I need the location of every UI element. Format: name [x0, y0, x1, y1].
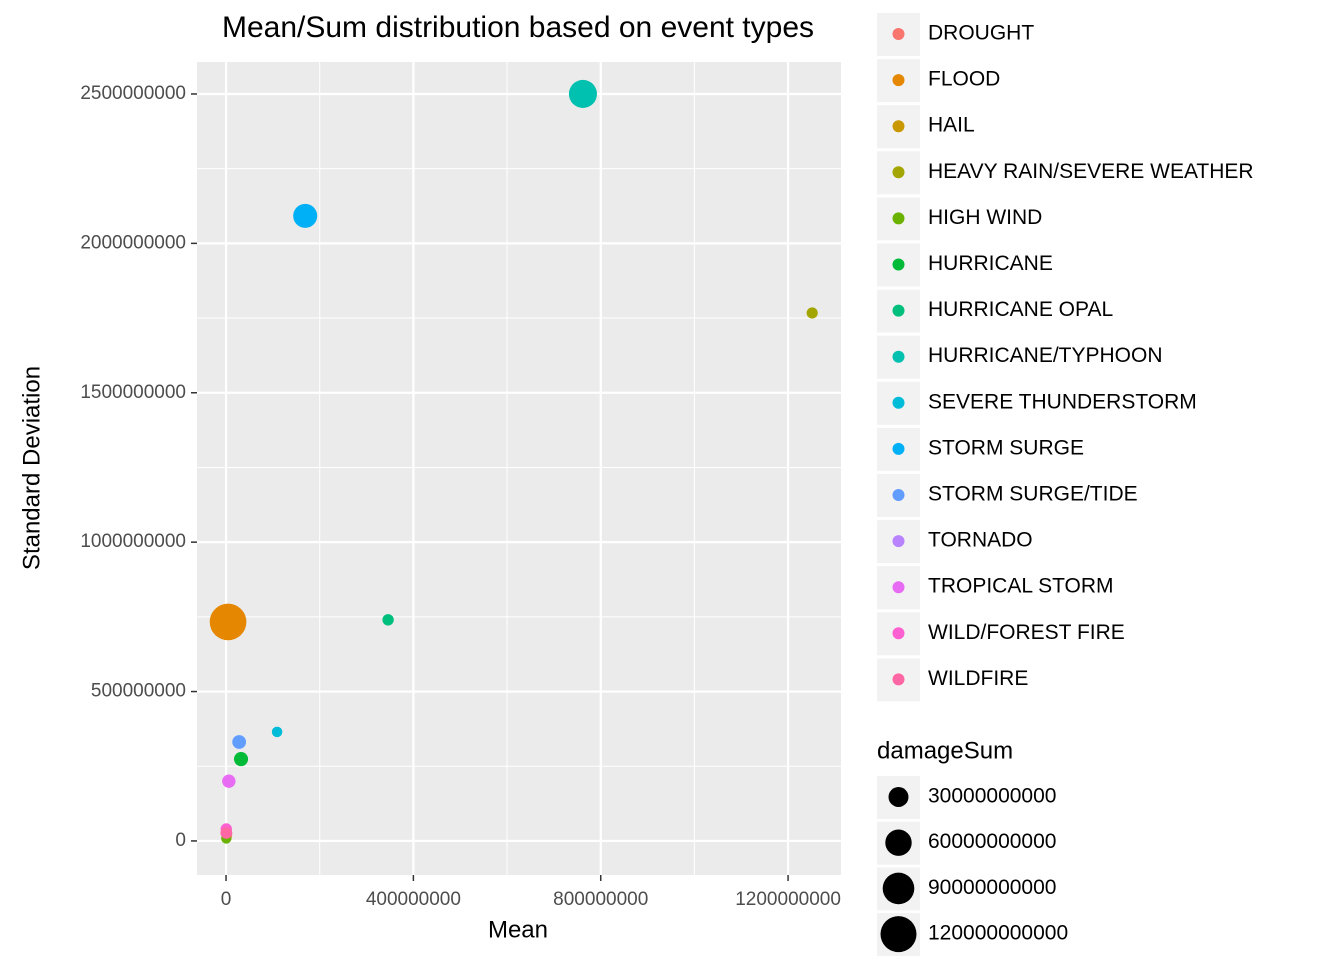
legend-swatch	[892, 581, 905, 594]
point	[806, 307, 818, 319]
legend-label: TORNADO	[928, 529, 1033, 552]
legend-swatch	[892, 120, 905, 133]
size-swatch	[885, 829, 912, 856]
panel	[197, 62, 841, 875]
legend-label: HEAVY RAIN/SEVERE WEATHER	[928, 160, 1254, 183]
y-tick-label: 2000000000	[80, 232, 186, 253]
x-tick-label: 800000000	[553, 889, 648, 910]
y-tick-label: 0	[175, 830, 186, 851]
legend-swatch	[892, 258, 905, 271]
point	[222, 774, 236, 788]
y-tick-label: 1500000000	[80, 382, 186, 403]
x-axis-label: Mean	[488, 916, 548, 943]
legend-label: HURRICANE	[928, 252, 1053, 275]
legend-label: 120000000000	[928, 922, 1068, 945]
legend-label: DROUGHT	[928, 22, 1034, 45]
legend-label: 60000000000	[928, 830, 1056, 853]
legend-label: 30000000000	[928, 785, 1056, 808]
legend-label: HAIL	[928, 114, 975, 137]
legend-swatch	[892, 673, 905, 686]
legend-label: TROPICAL STORM	[928, 575, 1114, 598]
x-tick-label: 0	[221, 889, 232, 910]
legend-swatch	[892, 304, 905, 317]
legend-label: STORM SURGE	[928, 436, 1084, 459]
point	[209, 603, 247, 641]
legend-swatch	[892, 535, 905, 548]
x-tick-label: 1200000000	[735, 889, 841, 910]
point	[232, 735, 247, 749]
point	[220, 826, 233, 839]
legend-swatch	[892, 396, 905, 409]
legend-swatch	[892, 489, 905, 501]
legend-swatch	[892, 212, 905, 225]
point	[293, 203, 318, 228]
y-axis-label: Standard Deviation	[18, 366, 45, 570]
chart-title: Mean/Sum distribution based on event typ…	[222, 11, 814, 44]
legend-swatch	[892, 627, 905, 640]
size-swatch	[880, 916, 917, 953]
legend-swatch	[892, 350, 905, 363]
size-swatch	[888, 787, 909, 807]
point	[382, 614, 394, 626]
y-tick-label: 1000000000	[80, 531, 186, 552]
legend-label: FLOOD	[928, 68, 1000, 91]
legend-swatch	[892, 166, 905, 179]
point	[233, 752, 249, 767]
legend-label: WILDFIRE	[928, 667, 1028, 690]
point	[271, 726, 283, 738]
legend-swatch	[892, 74, 905, 87]
size-legend-title: damageSum	[877, 737, 1013, 764]
legend-label: SEVERE THUNDERSTORM	[928, 390, 1197, 413]
legend-label: HURRICANE/TYPHOON	[928, 344, 1163, 367]
legend-label: HIGH WIND	[928, 206, 1042, 229]
legend-label: STORM SURGE/TIDE	[928, 483, 1138, 506]
legend-label: HURRICANE OPAL	[928, 298, 1113, 321]
legend-swatch	[892, 442, 905, 455]
legend-label: 90000000000	[928, 876, 1056, 899]
y-tick-label: 500000000	[91, 681, 186, 702]
legend-label: WILD/FOREST FIRE	[928, 621, 1125, 644]
size-swatch	[882, 872, 915, 905]
x-tick-label: 400000000	[366, 889, 461, 910]
y-tick-label: 2500000000	[80, 83, 186, 104]
point	[568, 79, 597, 109]
legend-swatch	[892, 28, 905, 40]
